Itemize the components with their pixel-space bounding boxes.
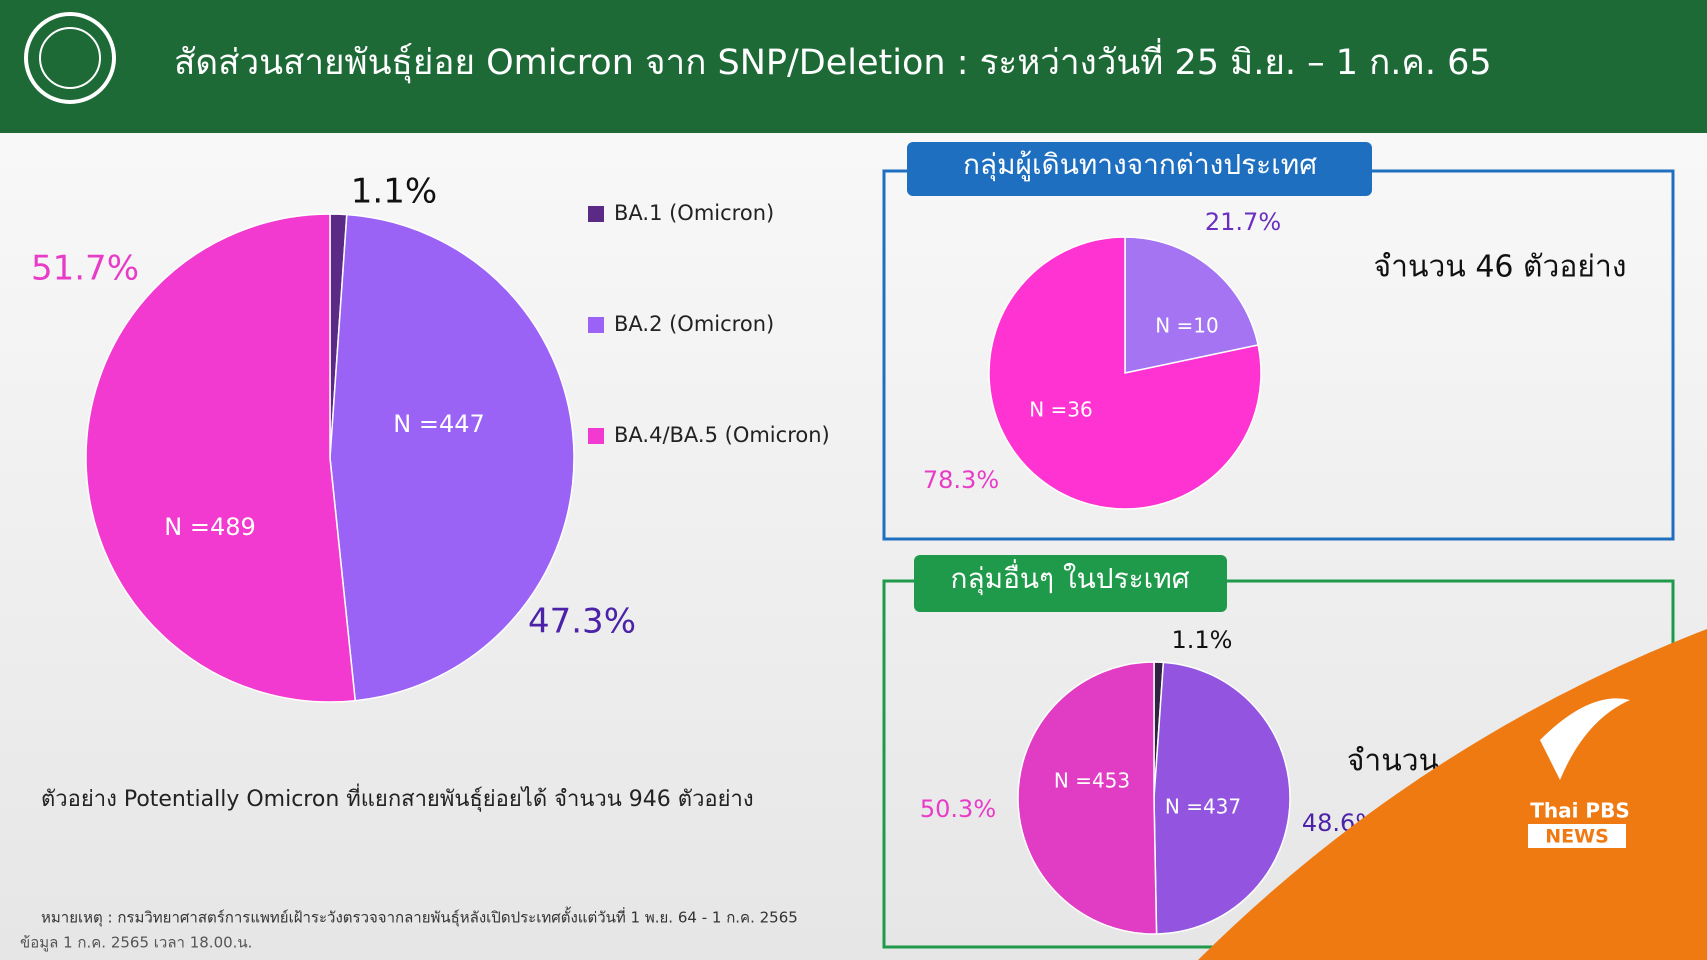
count-label: N =447 (393, 410, 485, 438)
legend-label: BA.1 (Omicron) (614, 201, 774, 225)
watermark-box (1528, 824, 1626, 848)
pie-slice (1124, 236, 1259, 374)
header-title: สัดส่วนสายพันธุ์ย่อย Omicron จาก SNP/Del… (174, 38, 1492, 83)
value-label: 50.3% (920, 795, 996, 823)
value-label: 78.3% (923, 466, 999, 494)
sample-note: ตัวอย่าง Potentially Omicron ที่แยกสายพั… (41, 783, 754, 812)
panel-tab (907, 142, 1372, 196)
pie-slice (1153, 661, 1291, 935)
legend-label: BA.4/BA.5 (Omicron) (614, 423, 830, 447)
footnote: ข้อมูล 1 ก.ค. 2565 เวลา 18.00.น. (20, 934, 252, 952)
pie-slice (1017, 661, 1158, 935)
legend-swatch (588, 428, 604, 444)
panel-tab (914, 555, 1227, 612)
count-label: N =453 (1054, 769, 1130, 793)
header-bar (0, 0, 1707, 133)
pie-slice (988, 236, 1262, 510)
watermark-logo (1540, 698, 1630, 780)
panel-title: กลุ่มผู้เดินทางจากต่างประเทศ (963, 148, 1317, 182)
count-label: N =437 (1165, 795, 1241, 819)
value-label: 51.7% (31, 249, 139, 289)
sample-count: จำนวน (1347, 744, 1439, 779)
sample-count: จำนวน 46 ตัวอย่าง (1374, 250, 1627, 285)
legend-swatch (588, 317, 604, 333)
value-label: 21.7% (1205, 208, 1281, 236)
value-label: 1.1% (1172, 626, 1233, 654)
value-label: 1.1% (351, 172, 437, 212)
pie-slice (329, 213, 575, 702)
count-label: N =10 (1155, 314, 1219, 338)
logo-inner (39, 27, 101, 89)
count-label: N =489 (164, 513, 256, 541)
logo (24, 12, 116, 104)
watermark-sub: NEWS (1545, 826, 1609, 848)
value-label: 47.3% (528, 602, 636, 642)
pie-slice (85, 213, 357, 703)
legend-swatch (588, 206, 604, 222)
count-label: N =36 (1029, 398, 1093, 422)
watermark-brand: Thai PBS (1530, 799, 1630, 823)
legend-label: BA.2 (Omicron) (614, 312, 774, 336)
footnote: หมายเหตุ : กรมวิทยาศาสตร์การแพทย์เฝ้าระว… (41, 907, 798, 928)
panel-title: กลุ่มอื่นๆ ในประเทศ (951, 559, 1190, 596)
